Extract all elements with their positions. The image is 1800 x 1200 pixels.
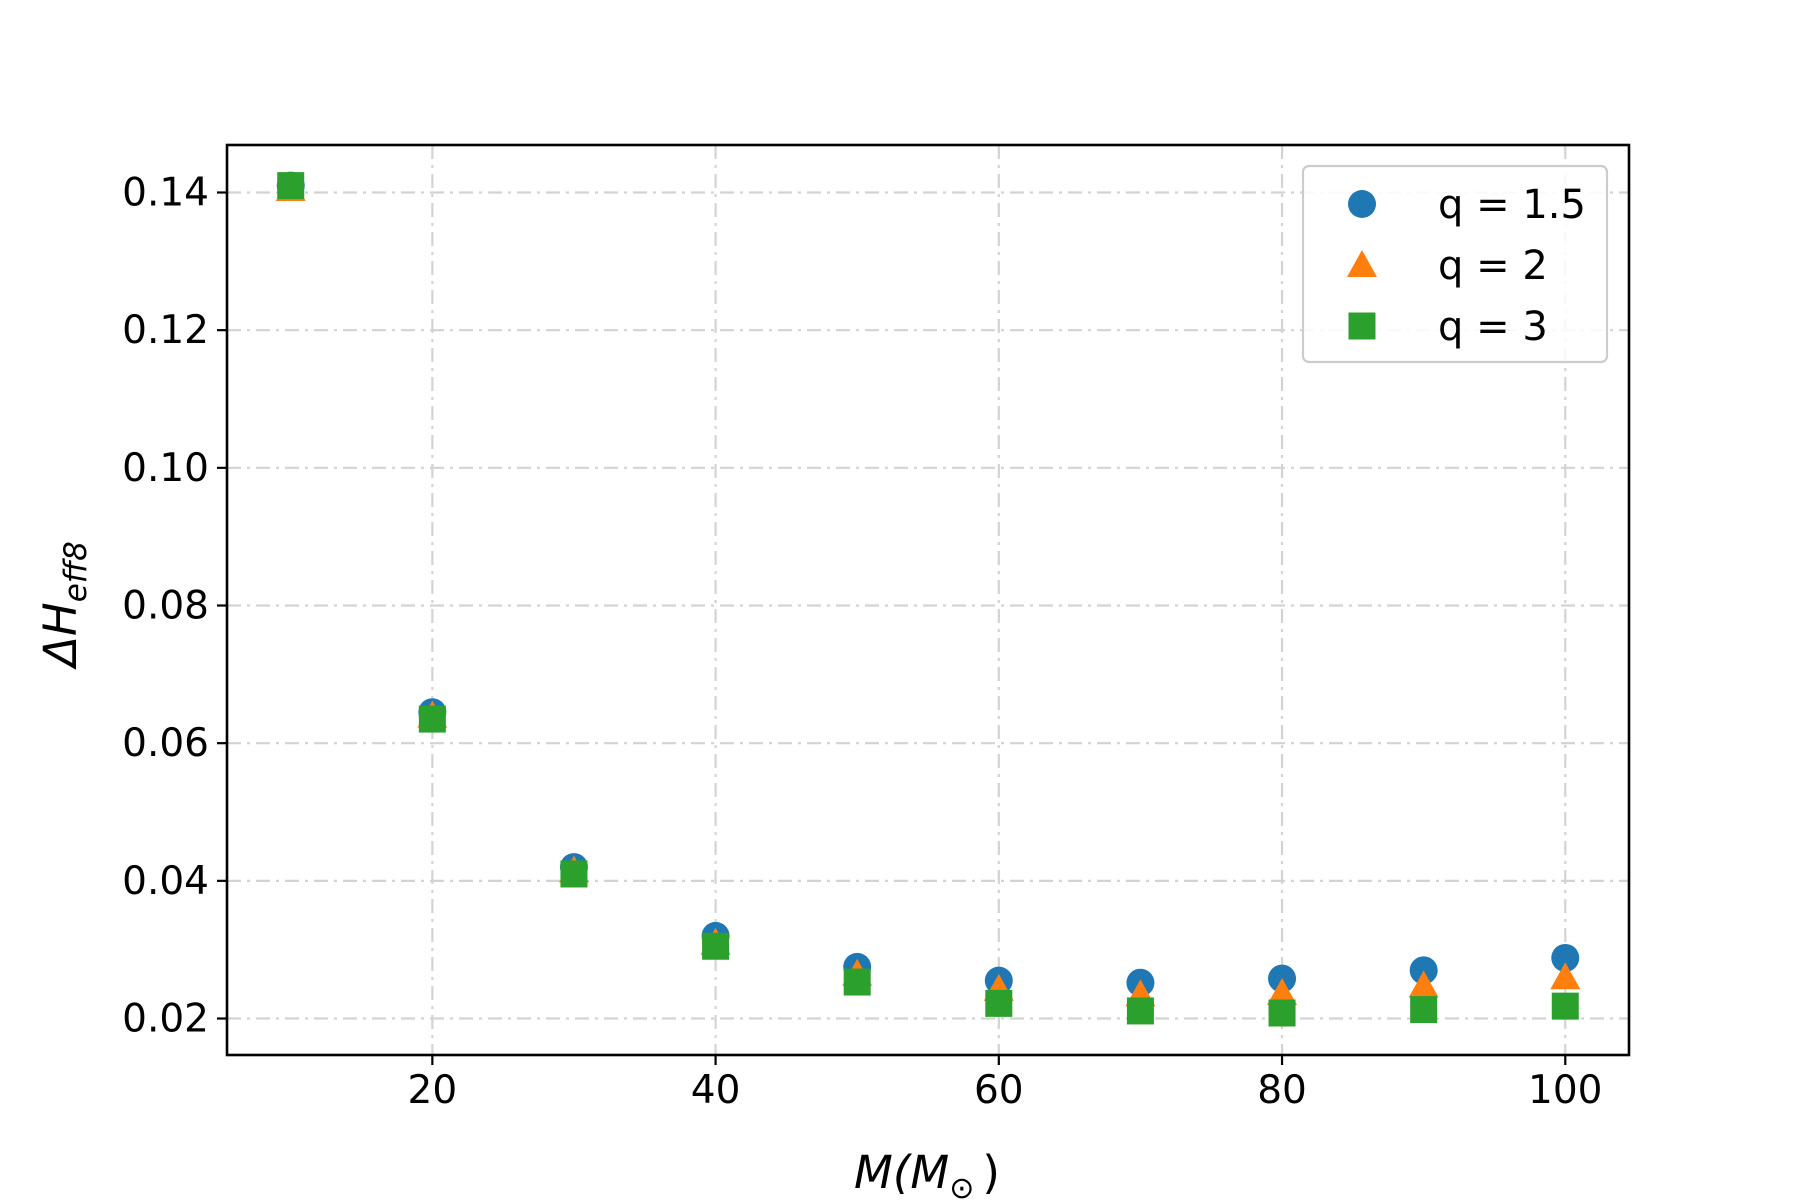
legend-marker-circle [1348,190,1376,218]
x-tick-label: 60 [974,1068,1024,1113]
y-tick-label: 0.14 [122,170,209,215]
data-point-square [418,705,446,733]
data-point-triangle [1408,970,1439,998]
x-axis-label: M(M⊙) [854,1146,1000,1200]
legend-label: q = 3 [1438,304,1548,350]
x-tick-label: 20 [408,1068,458,1113]
data-point-square [1126,997,1154,1025]
y-tick-label: 0.06 [122,721,209,766]
data-point-square [702,932,730,960]
y-tick-label: 0.10 [122,446,209,491]
data-point-square [985,989,1013,1017]
legend-marker-triangle [1347,250,1377,277]
data-point-square [277,172,305,200]
legend-label: q = 1.5 [1438,182,1586,228]
series-square [277,172,1579,1027]
x-tick-label: 40 [691,1068,741,1113]
y-tick-label: 0.12 [122,308,209,353]
data-point-square [1410,996,1438,1024]
x-tick-label: 80 [1257,1068,1307,1113]
ticks-layer: 20 40 60 80 100 0.02 0.04 0.06 0.08 0.10 0.12 0.14 [122,170,1602,1113]
data-point-square [843,968,871,996]
y-tick-label: 0.04 [122,859,209,904]
marks-layer [275,171,1581,1027]
data-point-triangle [1267,978,1298,1006]
x-tick-label: 100 [1528,1068,1602,1113]
legend: q = 1.5 q = 2 q = 3 [1301,164,1609,364]
legend-marker-square [1348,312,1376,340]
y-tick-label: 0.02 [122,997,209,1042]
legend-entry: q = 2 [1347,243,1548,289]
legend-entry: q = 1.5 [1348,182,1586,228]
data-point-circle [1551,943,1580,972]
y-tick-label: 0.08 [122,584,209,629]
data-point-circle [1409,956,1438,985]
data-point-square [560,860,588,888]
legend-entry: q = 3 [1348,304,1548,350]
plot-frame [225,143,1631,1057]
data-point-square [1551,992,1579,1020]
legend-label: q = 2 [1438,243,1548,289]
legend-box [1301,164,1609,364]
data-point-triangle [1550,962,1581,990]
y-axis-label: ΔHeff8 [34,541,94,670]
data-point-square [1268,999,1296,1027]
